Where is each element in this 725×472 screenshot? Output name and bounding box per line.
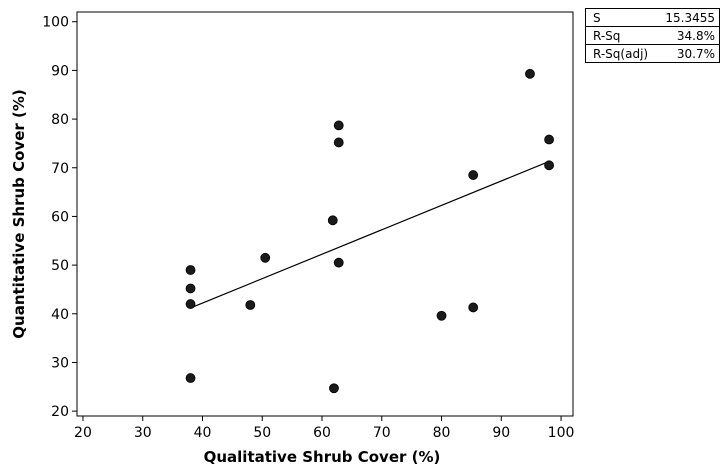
x-tick-label: 50 (253, 425, 271, 441)
x-tick-label: 20 (74, 425, 92, 441)
data-point (544, 134, 554, 145)
y-tick-label: 60 (51, 209, 69, 225)
y-tick-label: 100 (42, 15, 69, 31)
data-point (333, 137, 344, 148)
data-point (468, 302, 479, 313)
x-tick-label: 90 (492, 425, 510, 441)
y-tick-label: 30 (51, 355, 69, 371)
data-point (468, 170, 479, 180)
regression-line-group (190, 160, 550, 309)
y-tick-label: 70 (51, 161, 69, 177)
x-tick-label: 70 (373, 425, 391, 441)
data-point (329, 383, 339, 394)
data-point (436, 310, 447, 321)
x-tick-label: 30 (134, 425, 152, 441)
data-point (245, 300, 256, 310)
x-axis-title: Qualitative Shrub Cover (%) (204, 448, 441, 466)
stats-label: R-Sq (593, 29, 621, 43)
stats-row-rsq: R-Sq 34.8% (586, 27, 719, 45)
data-point (185, 265, 196, 275)
data-point (185, 373, 196, 383)
y-tick-label: 80 (51, 112, 69, 128)
stats-value: 34.8% (676, 29, 715, 43)
data-point (525, 68, 535, 79)
regression-line (190, 160, 550, 309)
y-axis: 20 30 40 50 60 70 80 90 100 (42, 15, 77, 420)
x-axis: 20 30 40 50 60 70 80 90 100 (74, 416, 574, 441)
data-point (185, 283, 196, 294)
x-tick-label: 60 (313, 425, 331, 441)
data-point (260, 252, 271, 263)
stats-value: 30.7% (676, 47, 715, 61)
x-tick-label: 40 (194, 425, 212, 441)
stats-row-s: S 15.3455 (586, 9, 719, 27)
data-point (333, 257, 344, 268)
data-point (327, 215, 338, 226)
y-tick-label: 20 (51, 404, 69, 420)
regression-stats-box: S 15.3455 R-Sq 34.8% R-Sq(adj) 30.7% (585, 8, 720, 63)
data-point (185, 299, 196, 309)
stats-label: S (593, 11, 601, 25)
data-point (544, 160, 554, 171)
x-tick-label: 100 (548, 425, 575, 441)
stats-value: 15.3455 (665, 11, 715, 25)
plot-frame (76, 11, 574, 417)
data-point (333, 120, 344, 131)
y-tick-label: 40 (51, 307, 69, 323)
stats-row-rsq-adj: R-Sq(adj) 30.7% (586, 45, 719, 62)
y-axis-title: Quantitative Shrub Cover (%) (10, 89, 28, 338)
x-tick-label: 80 (433, 425, 451, 441)
y-tick-label: 90 (51, 63, 69, 79)
stats-label: R-Sq(adj) (593, 47, 649, 61)
y-tick-label: 50 (51, 258, 69, 274)
data-points (185, 68, 554, 394)
